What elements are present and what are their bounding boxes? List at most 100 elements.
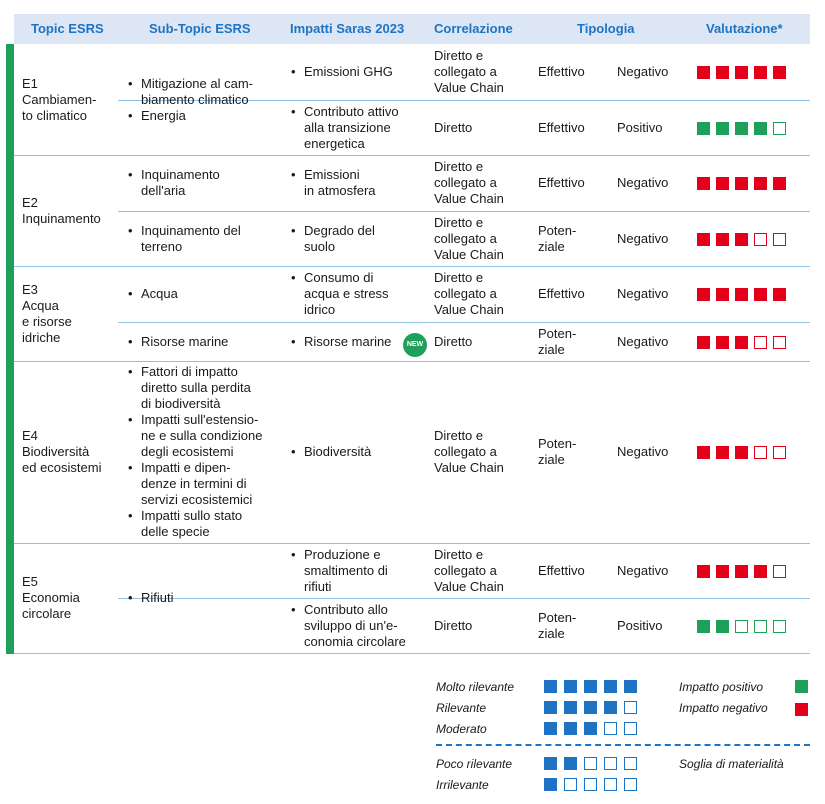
impact-label: Biodiversità	[290, 444, 425, 460]
topic-label: E4 Biodiversità ed ecosistemi	[22, 428, 102, 475]
score-square-empty	[754, 446, 767, 459]
score-square-empty	[604, 722, 617, 735]
score-square-empty	[604, 757, 617, 770]
score-square-empty	[624, 701, 637, 714]
subtopic-item: Energia	[127, 108, 277, 124]
subtopic-list: Rifiuti	[127, 590, 277, 606]
score-square-filled	[773, 177, 786, 190]
correlation: Diretto e collegato a Value Chain	[434, 159, 504, 206]
rating-squares	[697, 619, 807, 633]
score-square-filled	[584, 680, 597, 693]
legend-level-squares	[544, 757, 654, 770]
rating-squares	[697, 335, 807, 349]
rating-squares	[697, 121, 807, 135]
score-square-filled	[716, 66, 729, 79]
impact-sign: Negativo	[617, 175, 669, 190]
score-square-filled	[697, 619, 710, 633]
score-square-filled	[697, 121, 710, 135]
score-square-filled	[544, 722, 557, 735]
row-separator	[118, 211, 810, 212]
impact-label: Risorse marine	[290, 334, 425, 350]
correlation: Diretto	[434, 333, 473, 349]
score-square-filled	[697, 232, 710, 246]
table-header: Topic ESRS Sub-Topic ESRS Impatti Saras …	[14, 14, 810, 44]
score-square-filled	[754, 66, 767, 79]
score-square-filled	[773, 288, 786, 301]
score-square-filled	[584, 701, 597, 714]
subtopic-item: Impatti e dipen-denze in termini diservi…	[127, 460, 277, 508]
score-square-filled	[735, 288, 748, 301]
score-square-empty	[773, 335, 786, 349]
correlation: Diretto e collegato a Value Chain	[434, 214, 504, 262]
score-square-filled	[754, 564, 767, 578]
impact-type: Poten-ziale	[538, 436, 577, 467]
new-badge: NEW	[403, 332, 427, 357]
topic-label: E3 Acqua e risorse idriche	[22, 281, 72, 345]
impact-type: Effettivo	[538, 119, 585, 135]
impact-sign: Positivo	[617, 617, 663, 633]
legend-level-squares	[544, 778, 654, 791]
subtopic-item: Mitigazione al cam-biamento climatico	[127, 76, 277, 108]
score-square-filled	[716, 564, 729, 578]
subtopic-item: Impatti sull'estensio-ne e sulla condizi…	[127, 412, 277, 460]
score-square-filled	[735, 335, 748, 349]
score-square-filled	[773, 66, 786, 79]
score-square-filled	[697, 335, 710, 349]
score-square-empty	[773, 121, 786, 135]
impact-type: Effettivo	[538, 562, 585, 578]
score-square-filled	[604, 701, 617, 714]
legend-level-squares	[544, 680, 654, 693]
score-square-empty	[604, 778, 617, 791]
score-square-empty	[584, 757, 597, 770]
impact-item: Biodiversità	[290, 444, 425, 460]
header-impacts: Impatti Saras 2023	[290, 21, 405, 36]
score-square-empty	[624, 722, 637, 735]
impact-type: Poten-ziale	[538, 222, 577, 254]
score-square-empty	[584, 778, 597, 791]
legend-level-label: Rilevante	[436, 701, 487, 715]
score-square-filled	[716, 121, 729, 135]
score-square-filled	[544, 680, 557, 693]
score-square-filled	[754, 177, 767, 190]
score-square-filled	[735, 446, 748, 459]
topic-label: E2 Inquinamento	[22, 194, 101, 226]
correlation: Diretto	[434, 617, 473, 633]
impact-type: Effettivo	[538, 175, 585, 190]
score-square-filled	[564, 701, 577, 714]
score-square-filled	[564, 722, 577, 735]
score-square-filled	[697, 446, 710, 459]
correlation: Diretto e collegato a Value Chain	[434, 270, 504, 317]
legend-positive-label: Impatto positivo	[679, 680, 764, 694]
row-separator	[14, 543, 810, 544]
impact-item: Risorse marine	[290, 334, 425, 350]
score-square-filled	[697, 288, 710, 301]
legend-negative-swatch	[795, 703, 808, 716]
score-square-empty	[754, 619, 767, 633]
score-square-filled	[754, 288, 767, 301]
score-square-filled	[564, 757, 577, 770]
materiality-threshold-line	[436, 744, 810, 746]
impact-type: Effettivo	[538, 64, 585, 79]
impact-sign: Negativo	[617, 286, 669, 301]
rating-squares	[697, 66, 807, 79]
score-square-filled	[697, 66, 710, 79]
score-square-filled	[584, 722, 597, 735]
score-square-empty	[624, 757, 637, 770]
score-square-empty	[773, 564, 786, 578]
score-square-filled	[716, 619, 729, 633]
score-square-filled	[697, 177, 710, 190]
impact-item: Emissioni GHG	[290, 64, 425, 80]
score-square-empty	[773, 232, 786, 246]
rating-squares	[697, 177, 807, 190]
